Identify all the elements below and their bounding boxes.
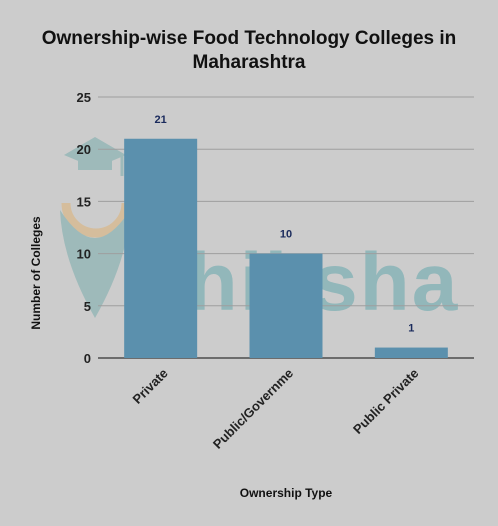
bar	[124, 138, 198, 358]
y-tick-label: 5	[84, 299, 91, 314]
bars	[124, 138, 448, 358]
y-axis-ticks: 0 5 10 15 20 25	[77, 90, 91, 366]
graduation-cap-icon	[64, 137, 126, 176]
x-tick-label: Private	[130, 366, 171, 407]
y-tick-label: 20	[77, 142, 91, 157]
watermark-ring-shape	[61, 202, 131, 238]
chart-title-line-1: Ownership-wise Food Technology Colleges …	[42, 28, 457, 49]
y-tick-label: 25	[77, 90, 91, 105]
chart-title-line-2: Maharashtra	[193, 52, 306, 73]
y-tick-label: 15	[77, 194, 91, 209]
data-label: 1	[408, 323, 414, 335]
data-label: 10	[280, 229, 292, 241]
watermark-drop-shape	[60, 210, 130, 318]
bar	[249, 253, 323, 358]
x-axis-label: Ownership Type	[240, 486, 333, 500]
bar	[374, 347, 448, 358]
y-axis-label: Number of Colleges	[29, 216, 43, 330]
x-axis-categories: Private Public/Governme Public Private	[130, 366, 422, 452]
y-tick-label: 0	[84, 351, 91, 366]
x-tick-label: Public/Governme	[210, 366, 296, 452]
y-tick-label: 10	[77, 247, 91, 262]
data-labels: 21 10 1	[155, 114, 415, 335]
x-tick-label: Public Private	[350, 366, 421, 437]
data-label: 21	[155, 114, 167, 126]
